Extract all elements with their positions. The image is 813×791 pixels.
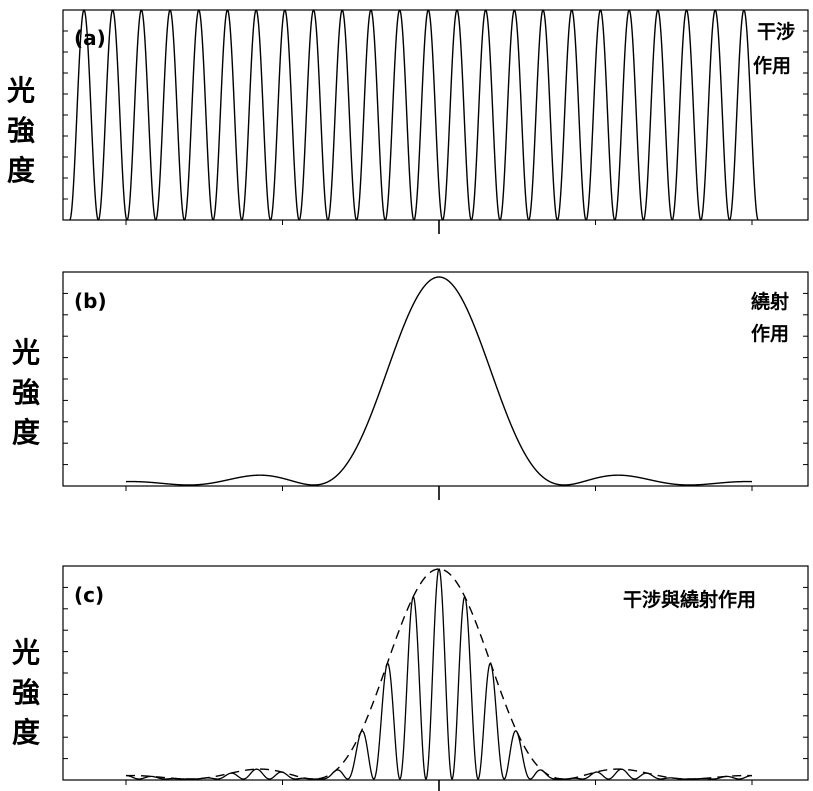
axis-ticks [63, 292, 808, 500]
annotation-line-1: 干涉與繞射作用 [623, 588, 756, 611]
interference-curve [69, 9, 759, 221]
panel-interference: (a) 干涉 作用 光 強 度 [6, 9, 809, 234]
annotation-line-1: 繞射 [751, 290, 789, 313]
panel-diffraction: (b) 繞射 作用 光 強 度 [11, 271, 809, 500]
y-axis-label-char-3: 度 [12, 716, 40, 749]
y-axis-label-char-3: 度 [12, 416, 40, 449]
y-axis-label-char-3: 度 [7, 154, 35, 187]
annotation-line-2: 作用 [751, 322, 789, 345]
panel-label: (b) [74, 289, 107, 313]
annotation-line-1: 干涉 [757, 20, 795, 43]
panel-label: (a) [74, 26, 106, 50]
y-axis-label-char-1: 光 [6, 74, 35, 107]
axis-ticks [63, 30, 808, 234]
y-axis-label-char-1: 光 [11, 336, 40, 369]
diffraction-curve [125, 276, 753, 486]
panel-interference-diffraction: (c) 干涉與繞射作用 光 強 度 [11, 565, 809, 791]
plot-frame [62, 271, 809, 487]
annotation-line-2: 作用 [753, 54, 791, 77]
envelope-curve [125, 568, 753, 780]
y-axis-label-char-1: 光 [11, 636, 40, 669]
y-axis-label-char-2: 強 [12, 676, 40, 709]
axis-ticks [63, 586, 808, 791]
y-axis-label-char-2: 強 [7, 114, 35, 147]
panel-label: (c) [74, 583, 104, 607]
y-axis-label-char-2: 強 [12, 376, 40, 409]
